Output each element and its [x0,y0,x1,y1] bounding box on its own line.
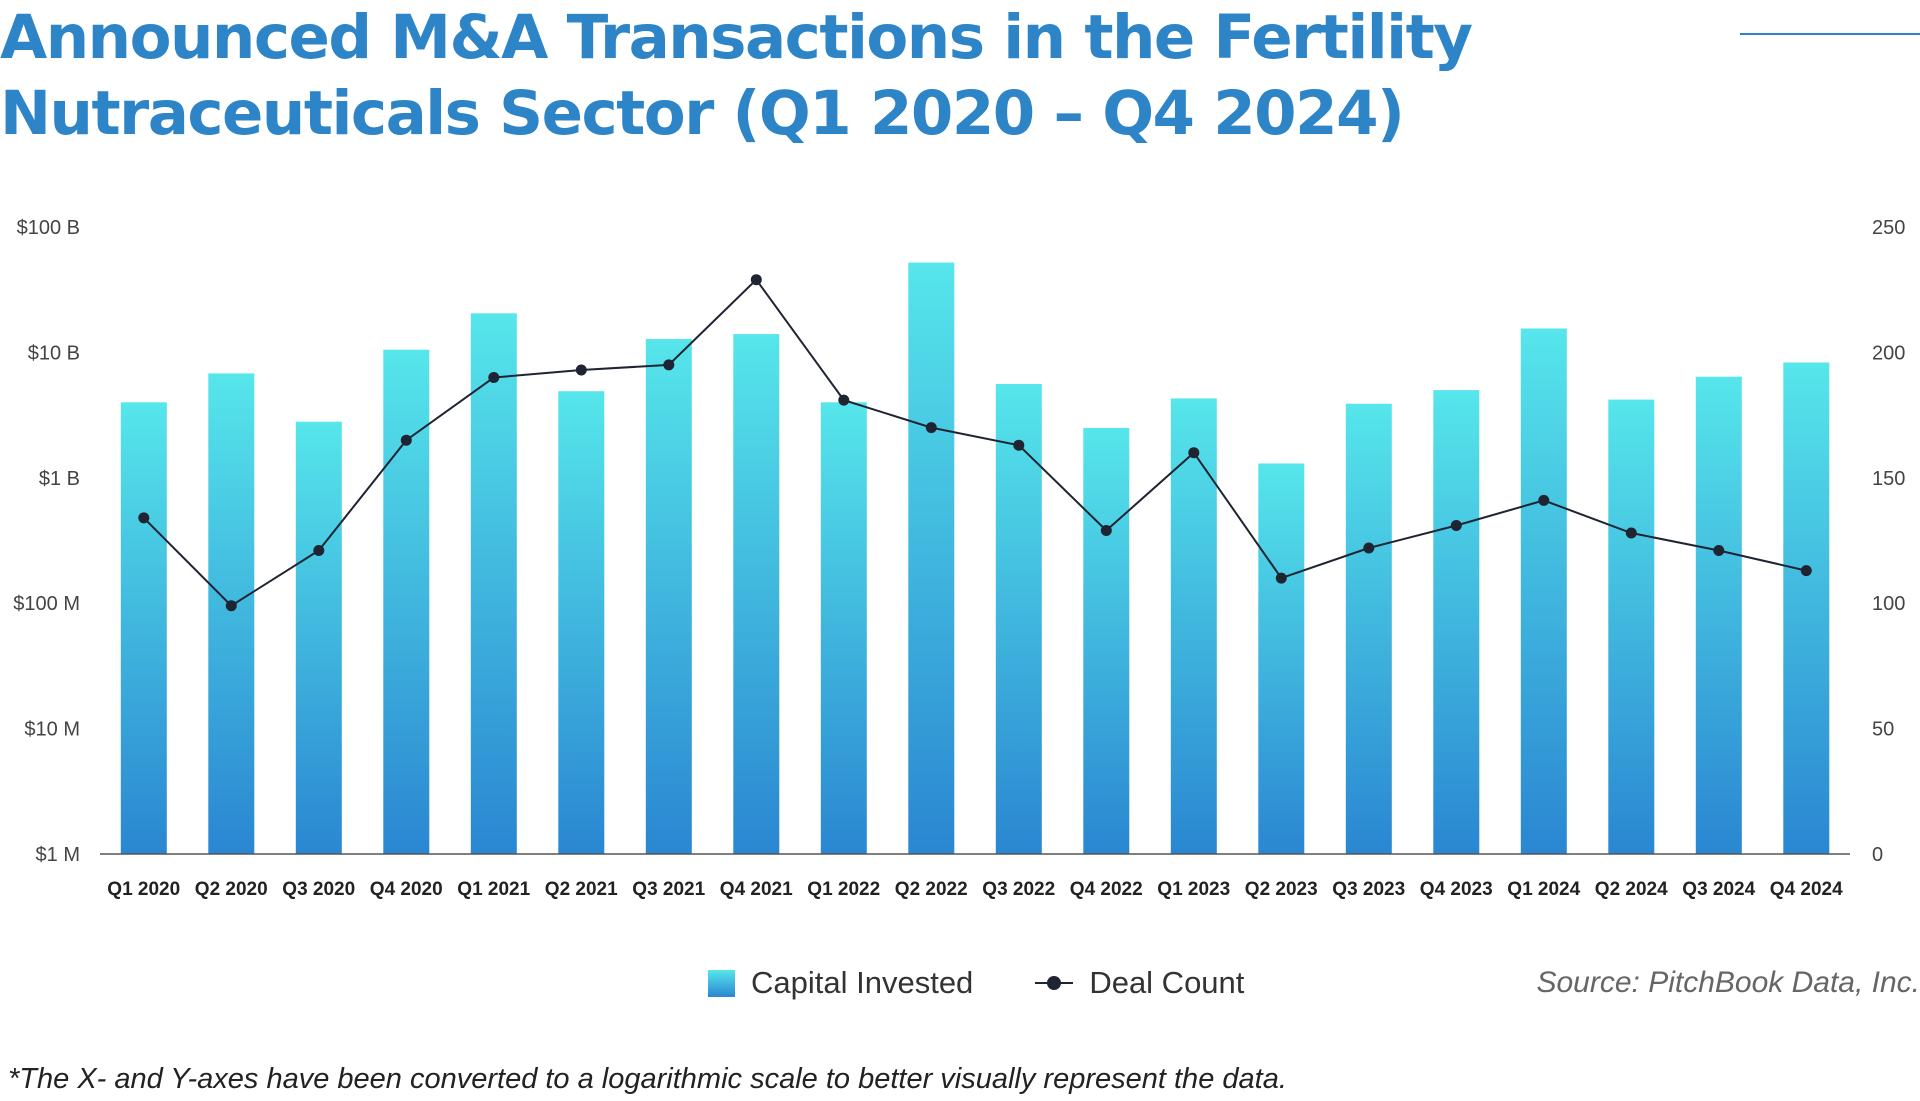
deal-count-line [143,278,1807,607]
x-tick-label: Q1 2021 [457,879,530,900]
x-tick-label: Q4 2022 [1070,879,1143,900]
legend: Capital Invested Deal Count [708,963,1306,1003]
chart-area: $1 M $10 M $100 M $1 B $10 B $100 B 0 50 100 150 2… [13,217,1905,900]
labels-layer: $1 M $10 M $100 M $1 B $10 B $100 B 0 50 100 150 2… [13,217,1905,900]
deal-count-point-q4-2023 [1450,520,1462,531]
bar-q3-2022 [995,384,1042,854]
left-tick-label: $1 M [36,844,80,866]
right-tick-label: 250 [1872,217,1905,239]
bar-q2-2024 [1608,399,1655,854]
x-tick-label: Q4 2021 [720,879,793,900]
x-tick-label: Q3 2023 [1332,879,1405,900]
bar-q1-2021 [470,313,517,854]
bar-q4-2020 [383,349,430,854]
x-tick-label: Q1 2020 [107,879,180,900]
deal-count-point-q1-2023 [1188,447,1200,459]
legend-item-capital-invested: Capital Invested [708,965,973,1001]
deal-count-point-q2-2022 [925,422,937,434]
x-tick-label: Q1 2022 [807,879,880,900]
x-tick-label: Q4 2024 [1770,879,1843,900]
footnote: *The X- and Y-axes have been converted t… [8,1063,1287,1095]
left-tick-label: $10 M [24,719,80,741]
deal-count-point-q4-2024 [1800,565,1812,577]
deal-count-point-q1-2022 [838,394,850,406]
x-tick-label: Q4 2020 [370,879,443,900]
deal-count-point-q2-2024 [1625,527,1637,539]
source-note: Source: PitchBook Data, Inc. [1536,966,1920,999]
bar-q2-2020 [208,373,255,854]
deal-count-point-q3-2022 [1013,439,1025,451]
x-tick-label: Q1 2023 [1157,879,1230,900]
left-tick-label: $100 M [13,593,80,615]
bar-q1-2024 [1520,328,1567,854]
right-tick-label: 0 [1872,844,1883,866]
left-tick-label: $1 B [39,468,80,490]
x-tick-label: Q3 2022 [982,879,1055,900]
bar-q2-2021 [558,391,605,854]
right-tick-label: 100 [1872,593,1905,615]
x-tick-label: Q2 2023 [1245,879,1318,900]
bar-q3-2020 [295,421,342,854]
legend-item-deal-count: Deal Count [1035,965,1244,1001]
x-tick-label: Q1 2024 [1507,879,1580,900]
bar-q1-2020 [120,402,167,854]
bar-q1-2022 [820,402,867,854]
left-tick-label: $10 B [28,342,80,364]
legend-label-deal-count: Deal Count [1089,965,1245,1000]
bar-q4-2021 [733,334,780,855]
bar-q4-2024 [1783,362,1830,854]
deal-count-point-q3-2021 [663,359,675,371]
deal-count-point-q1-2020 [138,512,150,524]
deal-count-point-q3-2020 [313,545,325,556]
deal-count-point-q4-2020 [400,434,412,446]
x-tick-label: Q2 2024 [1595,879,1668,900]
x-tick-label: Q2 2021 [545,879,618,900]
bars-layer [120,262,1830,855]
chart-title: Announced M&A Transactions in the Fertil… [0,2,1473,149]
bar-q2-2023 [1258,463,1305,854]
right-tick-label: 50 [1872,719,1894,741]
deal-count-point-q3-2024 [1713,545,1725,556]
x-tick-label: Q2 2020 [195,879,268,900]
deal-count-point-q4-2021 [750,274,762,286]
deal-count-point-q2-2021 [575,364,587,376]
x-tick-label: Q4 2023 [1420,879,1493,900]
bar-q3-2023 [1345,403,1392,854]
bar-q4-2023 [1433,390,1480,854]
deal-count-point-q3-2023 [1363,542,1375,554]
left-tick-label: $100 B [17,217,80,239]
deal-count-point-q1-2021 [488,372,500,383]
title-rule [1740,33,1920,35]
deal-count-point-q2-2023 [1275,572,1287,584]
right-tick-label: 150 [1872,468,1905,490]
deal-count-point-q1-2024 [1538,494,1550,506]
x-tick-label: Q3 2020 [282,879,355,900]
bar-q4-2022 [1083,427,1130,854]
bar-q3-2024 [1695,376,1742,854]
right-tick-label: 200 [1872,342,1905,364]
bar-q3-2021 [645,339,692,854]
x-tick-label: Q3 2021 [632,879,705,900]
line-layer [138,274,1812,612]
legend-line-swatch [1035,973,1074,993]
x-tick-label: Q3 2024 [1682,879,1755,900]
x-tick-label: Q2 2022 [895,879,968,900]
deal-count-point-q2-2020 [225,600,237,612]
legend-bar-swatch [708,969,735,997]
bar-q2-2022 [908,262,955,855]
legend-label-capital-invested: Capital Invested [751,965,974,1000]
deal-count-point-q4-2022 [1100,525,1112,536]
